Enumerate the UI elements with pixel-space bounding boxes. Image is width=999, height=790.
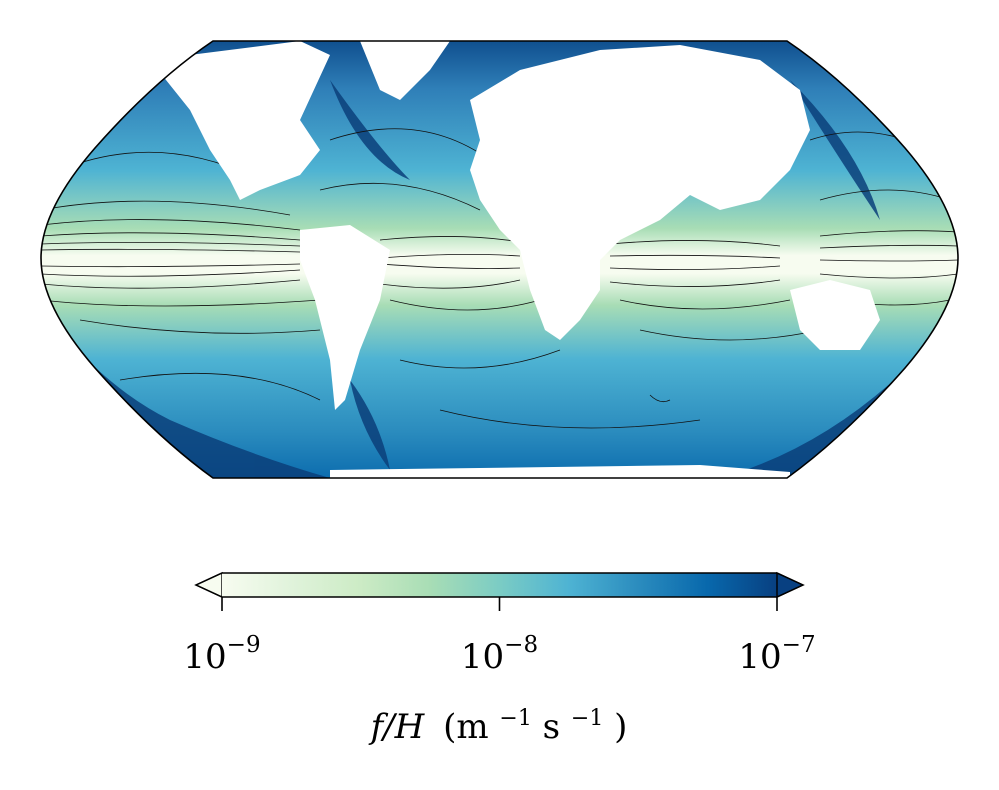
greenland [360,41,450,100]
colorbar: 10−9 10−8 10−7 f/H (m −1 s −1 ) [183,571,816,747]
colorbar-body [222,573,777,597]
colorbar-ticks: 10−9 10−8 10−7 [183,597,816,677]
south-america [300,225,390,410]
map-border [40,40,959,479]
colorbar-tick-label-2: 10−7 [738,632,815,677]
colorbar-label-exp2: −1 [571,706,603,731]
colorbar-label-exp1: −1 [499,706,531,731]
tick-base: 10 [183,637,226,677]
colorbar-label-variable: f/H [368,707,426,747]
antarctica [330,465,790,478]
tick-base: 10 [738,637,781,677]
tick-exponent: −7 [782,632,816,658]
north-america [150,41,330,200]
contour-lines [41,128,958,429]
colorbar-extend-high [776,571,805,599]
colorbar-tick-label-1: 10−8 [461,632,538,677]
tick-base: 10 [461,637,504,677]
colorbar-label-close: ) [614,707,627,747]
eurasia-africa [470,45,810,340]
colorbar-label: f/H (m −1 s −1 ) [368,694,628,747]
colorbar-tick-label-0: 10−9 [183,632,260,677]
australia [790,280,880,350]
colorbar-label-open: (m [443,707,489,747]
colorbar-label-mid: s [543,707,560,747]
land-masses [150,41,880,478]
tick-exponent: −9 [227,632,261,658]
colorbar-extend-low [194,571,223,599]
tick-exponent: −8 [504,632,538,658]
map-panel [40,40,959,479]
